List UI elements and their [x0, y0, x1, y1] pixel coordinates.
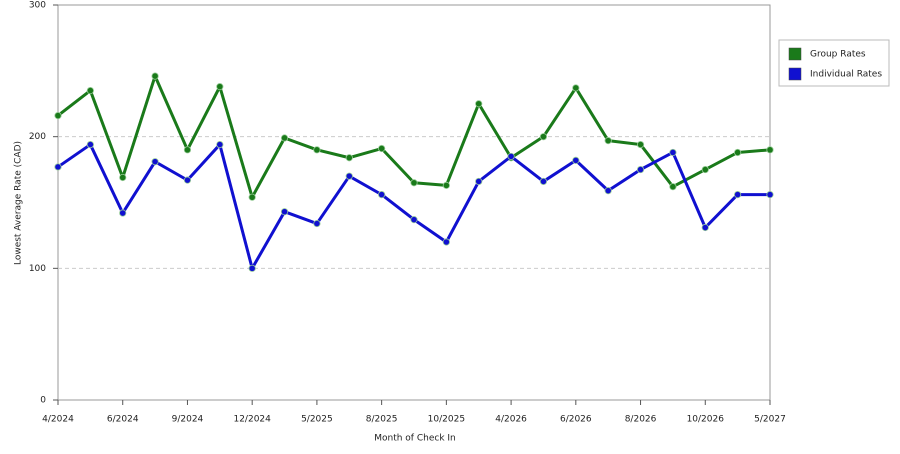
x-tick-label: 10/2026	[687, 415, 725, 425]
data-point	[442, 181, 450, 189]
x-tick-label: 4/2026	[495, 415, 527, 425]
x-tick-label: 4/2024	[42, 415, 74, 425]
data-point	[86, 86, 94, 95]
x-tick-label: 6/2024	[107, 415, 139, 425]
data-point	[572, 84, 580, 92]
data-point	[572, 156, 580, 164]
data-point	[151, 158, 159, 166]
data-point	[701, 165, 709, 174]
data-point	[378, 144, 386, 153]
legend-swatch	[788, 67, 802, 81]
data-point	[280, 208, 289, 216]
data-point	[669, 183, 677, 191]
x-tick-label: 9/2024	[172, 415, 204, 425]
data-point	[766, 146, 774, 154]
data-point	[734, 191, 742, 199]
data-point	[151, 72, 159, 80]
data-point	[248, 264, 256, 272]
x-tick-label: 8/2025	[366, 415, 398, 425]
data-point	[539, 133, 548, 141]
legend-label: Individual Rates	[810, 70, 882, 80]
data-point	[183, 176, 192, 184]
legend-swatch	[788, 47, 802, 61]
data-point	[701, 223, 709, 232]
data-point	[507, 152, 515, 161]
data-point	[216, 140, 224, 149]
data-point	[442, 238, 450, 246]
data-point	[410, 179, 418, 187]
y-tick-label: 300	[29, 1, 46, 11]
data-point	[475, 100, 483, 108]
data-point	[475, 177, 483, 186]
data-point	[248, 193, 256, 201]
data-point	[539, 177, 548, 186]
data-point	[313, 146, 321, 154]
data-point	[54, 163, 62, 171]
data-point	[313, 219, 321, 228]
data-point	[280, 134, 289, 142]
data-point	[734, 148, 742, 157]
data-point	[183, 146, 192, 154]
x-tick-label: 8/2026	[625, 415, 657, 425]
data-point	[86, 140, 94, 149]
data-point	[345, 154, 353, 162]
x-tick-label: 5/2025	[301, 415, 333, 425]
x-tick-label: 6/2026	[560, 415, 592, 425]
data-point	[345, 172, 353, 180]
data-point	[669, 148, 677, 157]
data-point	[604, 187, 612, 195]
data-point	[636, 165, 645, 174]
legend-label: Group Rates	[810, 50, 866, 60]
x-axis-label: Month of Check In	[374, 434, 456, 444]
data-point	[378, 191, 386, 199]
x-tick-label: 5/2027	[754, 415, 786, 425]
data-point	[766, 191, 774, 199]
data-point	[119, 209, 127, 217]
data-point	[636, 140, 645, 149]
y-tick-label: 200	[29, 132, 46, 142]
x-tick-label: 12/2024	[233, 415, 271, 425]
data-point	[216, 83, 224, 91]
y-tick-label: 0	[40, 396, 46, 406]
series-line	[57, 143, 770, 270]
data-point	[410, 216, 418, 224]
data-point	[604, 137, 612, 145]
x-tick-label: 10/2025	[428, 415, 465, 425]
y-axis-label: Lowest Average Rate (CAD)	[14, 141, 24, 265]
data-point	[54, 112, 62, 120]
plot-frame	[57, 4, 771, 401]
data-point	[119, 173, 127, 182]
y-tick-label: 100	[29, 264, 46, 274]
